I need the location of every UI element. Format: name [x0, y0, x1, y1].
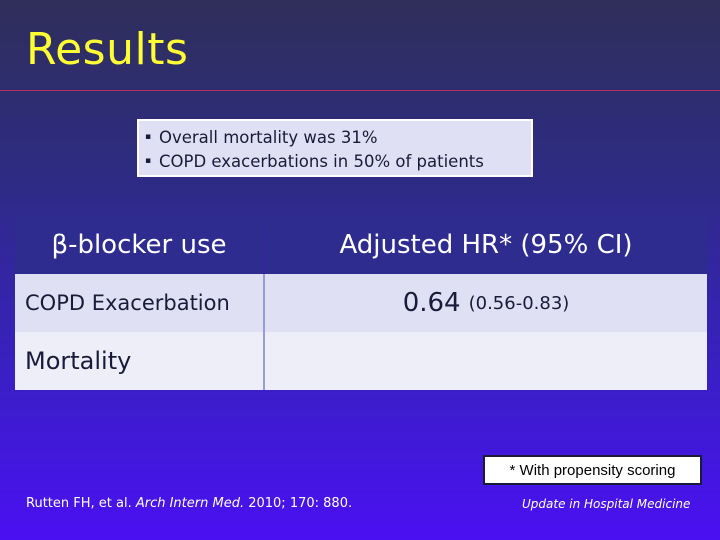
hazard-ratio-value: 0.64: [402, 288, 461, 318]
column-divider: [263, 274, 265, 390]
row-value-copd-exacerbation: 0.64 (0.56-0.83): [265, 274, 707, 332]
row-value-mortality: [265, 332, 707, 390]
bullet-text: COPD exacerbations in 50% of patients: [159, 151, 484, 171]
confidence-interval: (0.56-0.83): [468, 292, 570, 314]
row-label-copd-exacerbation: COPD Exacerbation: [15, 274, 263, 332]
row-label-mortality: Mortality: [15, 332, 263, 390]
citation-authors: Rutten FH, et al.: [26, 496, 136, 511]
bullet-item: ▪ Overall mortality was 31%: [145, 125, 531, 149]
results-table: β-blocker use Adjusted HR* (95% CI) COPD…: [15, 216, 707, 390]
table-header-exposure: β-blocker use: [15, 216, 263, 274]
bullet-item: ▪ COPD exacerbations in 50% of patients: [145, 149, 531, 173]
bullet-text: Overall mortality was 31%: [159, 127, 378, 147]
bullet-marker-icon: ▪: [145, 132, 152, 142]
footnote-box: * With propensity scoring: [483, 455, 702, 485]
citation-journal: Arch Intern Med.: [135, 496, 245, 511]
brand-footer: Update in Hospital Medicine: [522, 497, 691, 511]
bullet-marker-icon: ▪: [145, 156, 152, 166]
citation-details: 2010; 170: 880.: [244, 496, 353, 511]
title-divider: [0, 90, 720, 91]
slide-title: Results: [26, 24, 189, 75]
table-header-hazard-ratio: Adjusted HR* (95% CI): [265, 216, 707, 274]
citation: Rutten FH, et al. Arch Intern Med. 2010;…: [26, 496, 352, 511]
summary-box: ▪ Overall mortality was 31% ▪ COPD exace…: [137, 119, 533, 177]
